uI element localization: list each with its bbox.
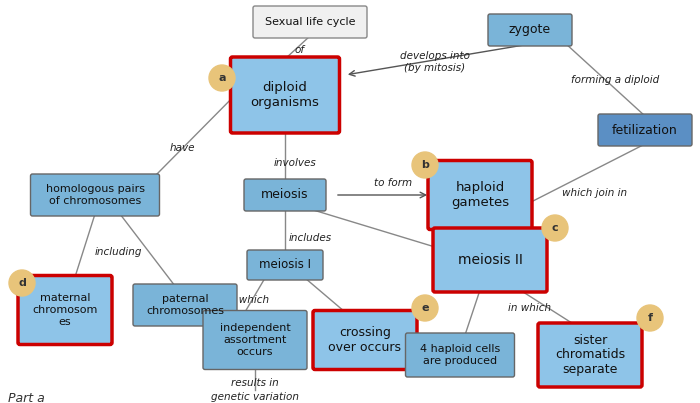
- FancyBboxPatch shape: [405, 333, 514, 377]
- FancyBboxPatch shape: [313, 310, 417, 370]
- FancyBboxPatch shape: [433, 228, 547, 292]
- Text: 4 haploid cells
are produced: 4 haploid cells are produced: [420, 344, 500, 366]
- FancyBboxPatch shape: [31, 174, 160, 216]
- Text: zygote: zygote: [509, 23, 551, 37]
- Text: crossing
over occurs: crossing over occurs: [328, 326, 402, 354]
- Circle shape: [412, 295, 438, 321]
- Text: homologous pairs
of chromosomes: homologous pairs of chromosomes: [46, 184, 144, 206]
- Circle shape: [209, 65, 235, 91]
- Text: forming a diploid: forming a diploid: [571, 75, 659, 85]
- Text: haploid
gametes: haploid gametes: [451, 181, 509, 209]
- Text: in which: in which: [226, 295, 270, 305]
- FancyBboxPatch shape: [488, 14, 572, 46]
- Text: independent
assortment
occurs: independent assortment occurs: [220, 323, 290, 357]
- Text: paternal
chromosomes: paternal chromosomes: [146, 294, 224, 316]
- Circle shape: [542, 215, 568, 241]
- Text: sister
chromatids
separate: sister chromatids separate: [555, 334, 625, 376]
- FancyBboxPatch shape: [203, 310, 307, 370]
- Text: meiosis: meiosis: [261, 189, 309, 202]
- Text: in which: in which: [508, 303, 552, 313]
- Text: meiosis II: meiosis II: [458, 253, 522, 267]
- FancyBboxPatch shape: [428, 160, 532, 229]
- FancyBboxPatch shape: [244, 179, 326, 211]
- Text: results in: results in: [231, 378, 279, 388]
- Text: maternal
chromosom
es: maternal chromosom es: [32, 293, 98, 326]
- FancyBboxPatch shape: [230, 57, 340, 133]
- Circle shape: [637, 305, 663, 331]
- FancyBboxPatch shape: [247, 250, 323, 280]
- FancyBboxPatch shape: [18, 276, 112, 345]
- Text: Sexual life cycle: Sexual life cycle: [265, 17, 355, 27]
- Text: meiosis I: meiosis I: [259, 258, 311, 272]
- Text: d: d: [18, 278, 26, 288]
- Text: b: b: [421, 160, 429, 170]
- Text: fetilization: fetilization: [612, 123, 678, 137]
- Circle shape: [9, 270, 35, 296]
- Text: have: have: [169, 143, 195, 153]
- Text: including: including: [94, 247, 141, 257]
- Text: of: of: [295, 45, 305, 55]
- Text: includes: includes: [288, 233, 332, 243]
- Text: develops into
(by mitosis): develops into (by mitosis): [400, 51, 470, 73]
- Circle shape: [412, 152, 438, 178]
- FancyBboxPatch shape: [133, 284, 237, 326]
- Text: which join in: which join in: [562, 188, 628, 198]
- Text: a: a: [218, 73, 225, 83]
- Text: e: e: [421, 303, 428, 313]
- Text: c: c: [552, 223, 559, 233]
- Text: f: f: [648, 313, 652, 323]
- Text: involves: involves: [274, 158, 316, 168]
- Text: diploid
organisms: diploid organisms: [251, 81, 319, 109]
- Text: to form: to form: [374, 178, 412, 188]
- FancyBboxPatch shape: [253, 6, 367, 38]
- Text: Part a: Part a: [8, 392, 45, 403]
- FancyBboxPatch shape: [538, 323, 642, 387]
- FancyBboxPatch shape: [598, 114, 692, 146]
- Text: genetic variation: genetic variation: [211, 392, 299, 402]
